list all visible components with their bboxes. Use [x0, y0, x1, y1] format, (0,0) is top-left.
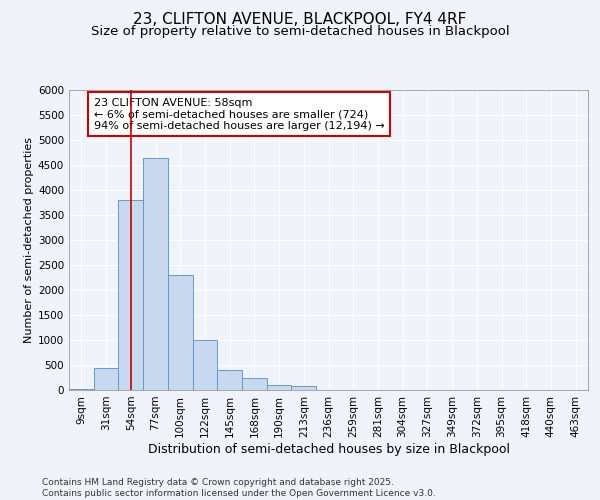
Bar: [242, 378, 267, 390]
Y-axis label: Number of semi-detached properties: Number of semi-detached properties: [24, 137, 34, 343]
Bar: [292, 386, 316, 390]
Bar: [267, 385, 292, 390]
Text: Contains HM Land Registry data © Crown copyright and database right 2025.
Contai: Contains HM Land Registry data © Crown c…: [42, 478, 436, 498]
Text: Size of property relative to semi-detached houses in Blackpool: Size of property relative to semi-detach…: [91, 25, 509, 38]
Bar: [118, 200, 143, 390]
Text: 23, CLIFTON AVENUE, BLACKPOOL, FY4 4RF: 23, CLIFTON AVENUE, BLACKPOOL, FY4 4RF: [133, 12, 467, 28]
Bar: [94, 368, 118, 390]
Bar: [168, 275, 193, 390]
Bar: [217, 370, 242, 390]
X-axis label: Distribution of semi-detached houses by size in Blackpool: Distribution of semi-detached houses by …: [148, 442, 509, 456]
Bar: [193, 340, 217, 390]
Text: 23 CLIFTON AVENUE: 58sqm
← 6% of semi-detached houses are smaller (724)
94% of s: 23 CLIFTON AVENUE: 58sqm ← 6% of semi-de…: [94, 98, 385, 130]
Bar: [143, 158, 168, 390]
Bar: [69, 388, 94, 390]
